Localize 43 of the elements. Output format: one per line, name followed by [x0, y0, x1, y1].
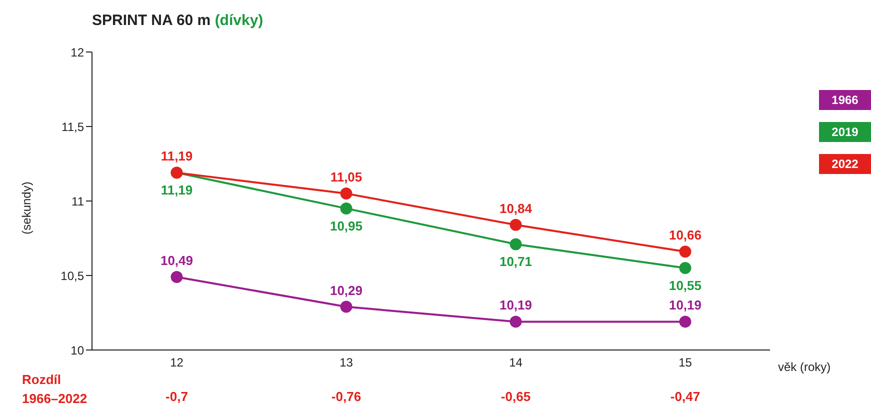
data-label: 10,29	[330, 282, 363, 298]
point	[510, 218, 522, 231]
y-tick-label: 12	[70, 45, 84, 60]
point	[679, 316, 692, 328]
y-axis-title: (sekundy)	[19, 182, 33, 234]
data-label: 10,49	[160, 252, 194, 268]
point	[340, 188, 352, 200]
y-tick-label: 10	[70, 343, 84, 358]
point	[340, 202, 352, 214]
text: Rozdíl 1966–2022	[22, 371, 88, 408]
data-label: 10,19	[499, 298, 532, 313]
text: 1966	[819, 90, 871, 110]
x-axis-title: věk (roky)	[778, 360, 831, 374]
text: -0,76	[330, 389, 362, 404]
point	[510, 238, 522, 250]
text: 2019	[819, 122, 871, 142]
point	[510, 316, 522, 328]
data-label: 11,05	[330, 170, 362, 185]
x-tick-label: 12	[170, 356, 184, 370]
data-label: 11,19	[160, 182, 193, 198]
data-label: 10,19	[668, 298, 702, 313]
point	[170, 270, 183, 283]
y-tick-label: 11,5	[62, 120, 84, 134]
data-label: 11,19	[160, 148, 193, 164]
text: -0,47	[669, 389, 702, 404]
y-tick-label: 10,5	[60, 268, 84, 283]
text: -0,7	[164, 389, 189, 404]
chart-subtitle: (dívky)	[214, 12, 264, 29]
data-label: 10,66	[668, 228, 702, 243]
x-tick-label: 14	[509, 356, 523, 370]
text: -0,65	[500, 389, 532, 404]
data-label: 10,95	[330, 218, 363, 234]
y-tick-label: 11	[72, 194, 84, 208]
text: 2022	[819, 154, 871, 174]
point	[340, 300, 352, 313]
data-label: 10,84	[499, 200, 533, 216]
chart-title: SPRINT NA 60 m	[92, 12, 211, 29]
point	[679, 262, 692, 274]
point	[679, 246, 692, 258]
data-label: 10,71	[499, 254, 532, 270]
x-tick-label: 13	[340, 356, 354, 370]
x-tick-label: 15	[678, 356, 692, 370]
data-label: 10,55	[668, 278, 702, 294]
